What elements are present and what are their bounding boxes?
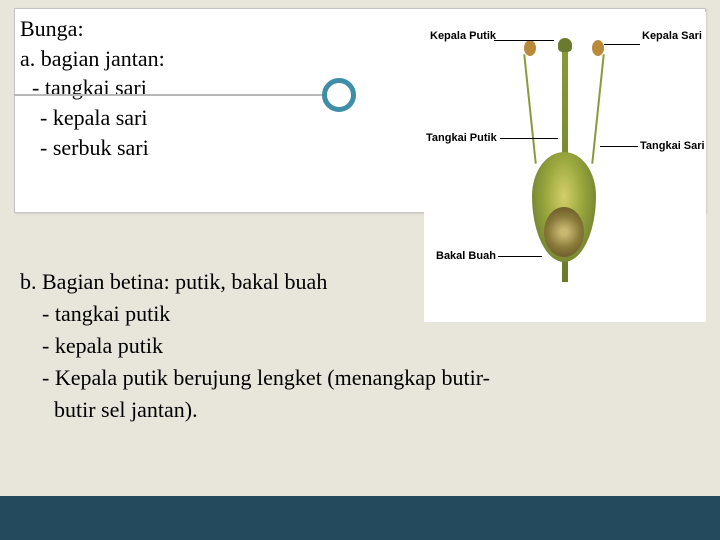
filament-left (523, 54, 536, 164)
item-b3: - Kepala putik berujung lengket (menangk… (20, 362, 490, 394)
decor-line (14, 94, 344, 96)
item-a2: - kepala sari (20, 103, 165, 133)
label-tangkai-sari: Tangkai Sari (640, 140, 705, 152)
line-kepala-sari (604, 44, 640, 45)
item-b4: butir sel jantan). (20, 394, 490, 426)
item-a1: - tangkai sari (20, 73, 165, 103)
bottom-bar (0, 496, 720, 540)
line-bakal-buah (498, 256, 542, 257)
anther-left (524, 40, 536, 56)
section-b-text: b. Bagian betina: putik, bakal buah - ta… (20, 266, 490, 425)
flower-stigma (558, 38, 572, 52)
line-tangkai-putik (500, 138, 558, 139)
label-tangkai-putik: Tangkai Putik (426, 132, 497, 144)
section-a-text: Bunga: a. bagian jantan: - tangkai sari … (20, 14, 165, 162)
item-b2: - kepala putik (20, 330, 490, 362)
item-b1: - tangkai putik (20, 298, 490, 330)
label-kepala-putik: Kepala Putik (430, 30, 496, 42)
line-tangkai-sari (600, 146, 638, 147)
label-bakal-buah: Bakal Buah (436, 250, 496, 262)
decor-circle (322, 78, 356, 112)
filament-right (591, 54, 604, 164)
label-kepala-sari: Kepala Sari (642, 30, 702, 42)
title: Bunga: (20, 14, 165, 44)
item-a3: - serbuk sari (20, 133, 165, 163)
flower-ovary (544, 207, 584, 257)
heading-b: b. Bagian betina: putik, bakal buah (20, 266, 490, 298)
line-kepala-putik (494, 40, 554, 41)
flower-body (550, 42, 580, 282)
heading-a: a. bagian jantan: (20, 44, 165, 74)
